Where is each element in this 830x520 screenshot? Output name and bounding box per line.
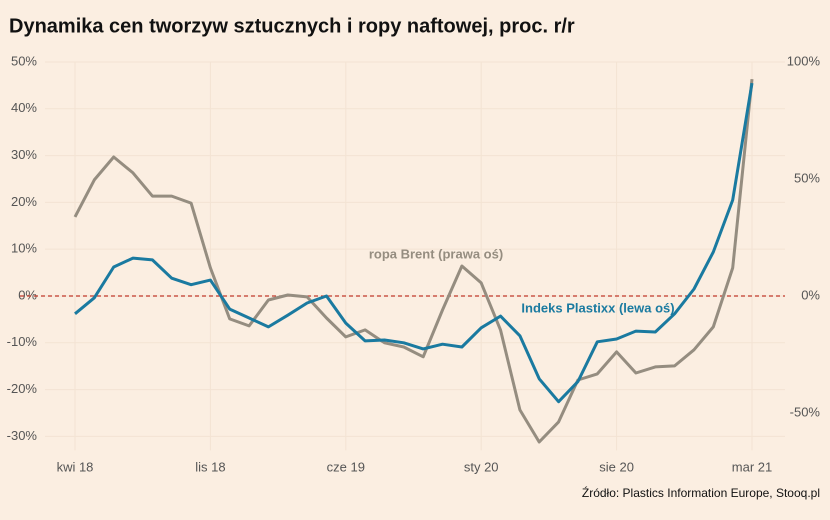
x-tick-label: kwi 18 (57, 459, 94, 474)
series-label: Indeks Plastixx (lewa oś) (521, 300, 674, 315)
x-tick-label: mar 21 (732, 459, 772, 474)
chart-title: Dynamika cen tworzyw sztucznych i ropy n… (9, 15, 575, 37)
y-tick-label: 10% (11, 241, 37, 256)
y2-tick-label: 100% (787, 53, 821, 68)
y-tick-label: 20% (11, 194, 37, 209)
x-tick-label: sie 20 (599, 459, 634, 474)
series-label: ropa Brent (prawa oś) (369, 246, 503, 261)
x-tick-label: lis 18 (195, 459, 225, 474)
y-tick-label: 0% (18, 287, 37, 302)
x-tick-label: sty 20 (464, 459, 499, 474)
source: Źródło: Plastics Information Europe, Sto… (582, 485, 820, 500)
y2-tick-label: 0% (801, 287, 820, 302)
y2-tick-label: -50% (790, 404, 821, 419)
y2-tick-label: 50% (794, 170, 820, 185)
y-tick-label: 50% (11, 53, 37, 68)
y-tick-label: 30% (11, 147, 37, 162)
y-tick-label: -10% (7, 334, 38, 349)
series-line (73, 78, 754, 444)
y-tick-label: 40% (11, 100, 37, 115)
series-line (74, 82, 754, 404)
x-tick-label: cze 19 (327, 459, 365, 474)
y-tick-label: -20% (7, 381, 38, 396)
y-tick-label: -30% (7, 428, 38, 443)
